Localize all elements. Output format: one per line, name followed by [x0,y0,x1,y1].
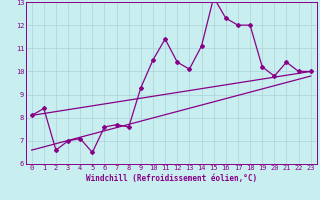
X-axis label: Windchill (Refroidissement éolien,°C): Windchill (Refroidissement éolien,°C) [86,174,257,183]
